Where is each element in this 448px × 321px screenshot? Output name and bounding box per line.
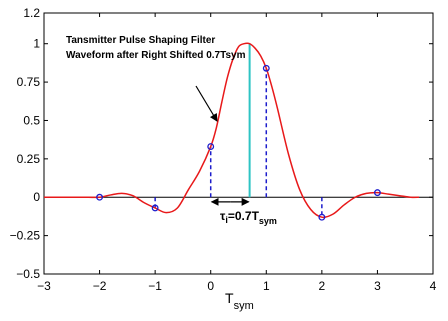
plot-area xyxy=(43,12,434,275)
y-tick-labels: −0.5 −0.25 0 0.25 0.5 0.75 1 1.2 xyxy=(10,6,41,281)
x-tick-label: 0 xyxy=(207,279,214,293)
y-tick-label: 0.5 xyxy=(23,113,40,127)
x-tick-label: 3 xyxy=(374,279,381,293)
y-tick-label: 1 xyxy=(33,37,40,51)
shift-label-tau: τ xyxy=(220,209,226,223)
sample-marker xyxy=(207,143,215,151)
x-tick-label: 2 xyxy=(319,279,326,293)
y-tick-label: −0.25 xyxy=(10,229,41,243)
shift-label-eq: =0.7T xyxy=(228,209,260,223)
sample-markers xyxy=(96,64,381,221)
sample-marker xyxy=(262,64,270,72)
shift-label-sub-sym: sym xyxy=(259,216,277,226)
y-tick-label: 0.25 xyxy=(17,152,41,166)
x-tick-labels: −3 −2 −1 0 1 2 3 4 xyxy=(37,279,437,293)
x-tick-label: −2 xyxy=(93,279,107,293)
x-axis-label-sub: sym xyxy=(234,300,254,312)
y-tick-label: 0.75 xyxy=(17,75,41,89)
sample-marker xyxy=(318,213,326,221)
shift-label: τi=0.7Tsym xyxy=(220,209,277,226)
x-tick-label: 4 xyxy=(430,279,437,293)
x-tick-label: −3 xyxy=(37,279,51,293)
annotation-line-2: Waveform after Right Shifted 0.7Tsym xyxy=(66,50,246,61)
x-axis-label-main: T xyxy=(225,290,234,306)
sample-marker xyxy=(373,189,381,197)
sample-marker xyxy=(96,193,104,201)
y-tick-label: −0.5 xyxy=(16,267,40,281)
x-tick-label: 1 xyxy=(263,279,270,293)
annotation-arrow xyxy=(195,85,218,122)
shift-label-sub-i: i xyxy=(225,215,228,225)
pulse-curve xyxy=(43,42,420,219)
y-tick-label: 1.2 xyxy=(23,6,40,20)
y-tick-label: 0 xyxy=(33,190,40,204)
sample-stems xyxy=(154,68,323,218)
x-axis-label: Tsym xyxy=(225,290,254,312)
x-tick-label: −1 xyxy=(148,279,162,293)
sample-marker xyxy=(151,204,159,212)
annotation-line-1: Tansmitter Pulse Shaping Filter xyxy=(66,35,215,46)
